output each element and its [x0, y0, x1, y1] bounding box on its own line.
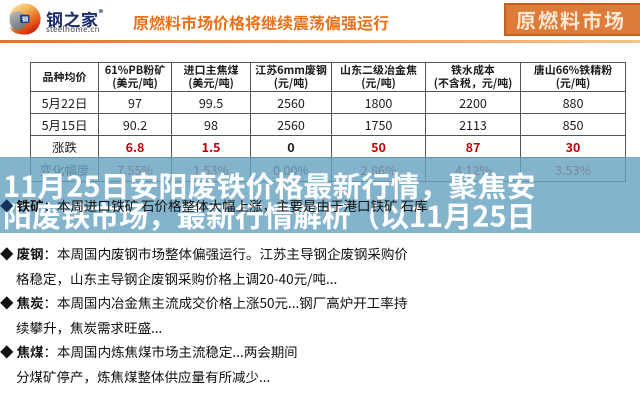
svg-text:钢: 钢	[22, 14, 28, 23]
